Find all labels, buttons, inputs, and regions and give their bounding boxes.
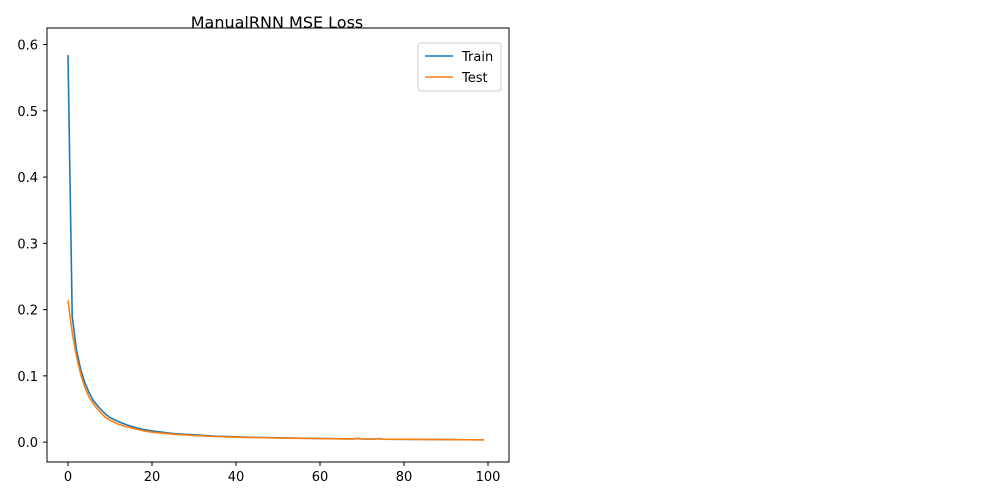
x-tick-label: 0 xyxy=(64,470,72,485)
x-tick-label: 60 xyxy=(312,470,329,485)
y-tick-label: 0.0 xyxy=(17,436,38,451)
legend: Train Test xyxy=(417,42,502,92)
y-tick-label: 0.2 xyxy=(17,304,38,319)
chart-title: ManualRNN MSE Loss xyxy=(191,13,364,32)
legend-box xyxy=(417,42,502,92)
series-line-test xyxy=(67,300,484,441)
x-tick-label: 80 xyxy=(396,470,413,485)
plot-area: 0 20 40 60 80 100 0.0 0.1 0.2 0.3 0.4 0.5 0.6 xyxy=(17,39,500,485)
y-tick-label: 0.6 xyxy=(17,39,38,54)
y-tick-label: 0.3 xyxy=(17,237,38,252)
y-tick-label: 0.5 xyxy=(17,105,38,120)
y-tick-label: 0.1 xyxy=(17,370,38,385)
series-line-train xyxy=(67,55,484,441)
x-tick-label: 40 xyxy=(228,470,245,485)
x-tick-label: 100 xyxy=(476,470,501,485)
legend-label-test: Test xyxy=(461,71,488,86)
legend-label-train: Train xyxy=(461,50,493,65)
axes-frame xyxy=(46,27,510,463)
x-tick-label: 20 xyxy=(144,470,161,485)
y-tick-label: 0.4 xyxy=(17,171,38,186)
